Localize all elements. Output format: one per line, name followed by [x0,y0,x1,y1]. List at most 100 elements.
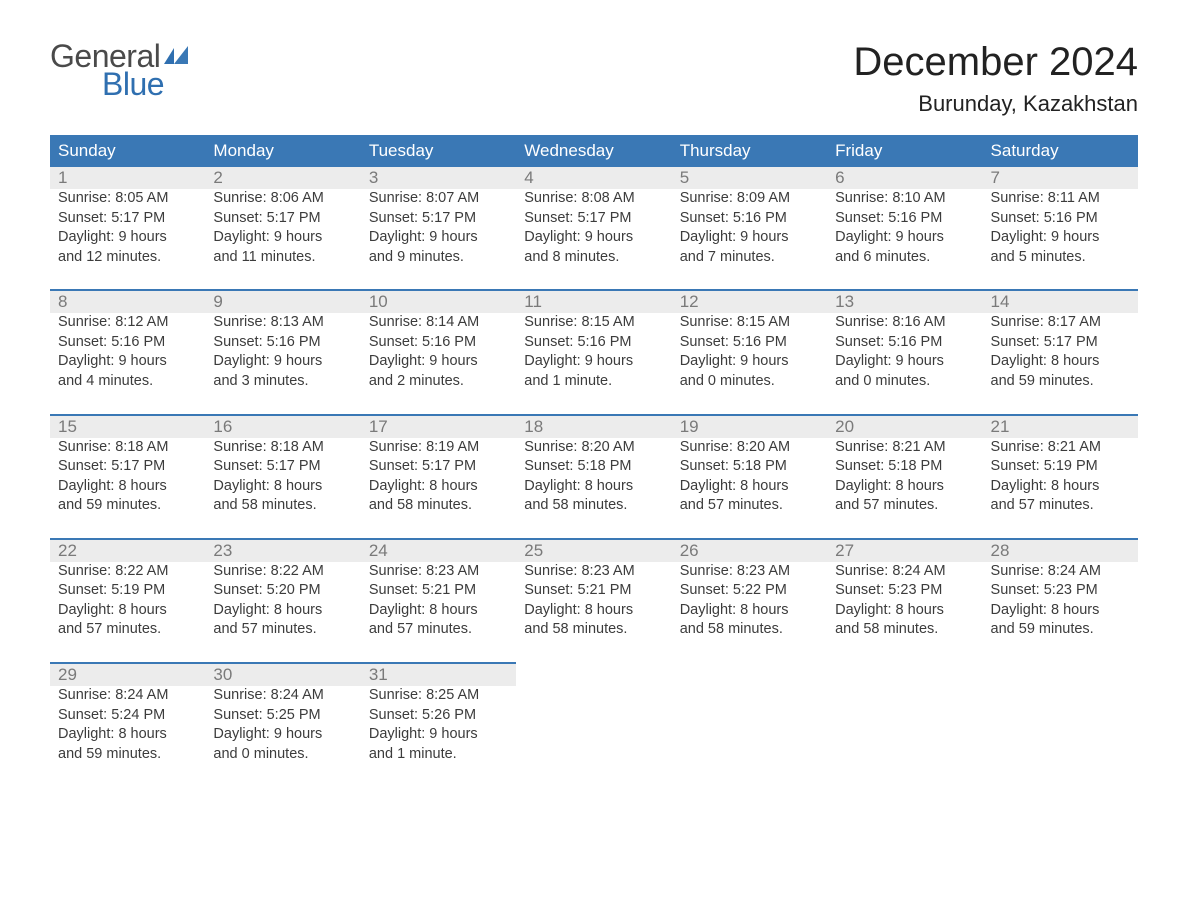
day-line-ss: Sunset: 5:23 PM [991,581,1130,601]
content-row: Sunrise: 8:05 AMSunset: 5:17 PMDaylight:… [50,189,1138,290]
day-cell: Sunrise: 8:24 AMSunset: 5:25 PMDaylight:… [205,686,360,786]
day-line-sr: Sunrise: 8:22 AM [213,562,352,582]
day-line-d1: Daylight: 8 hours [58,477,197,497]
day-line-d1: Daylight: 8 hours [680,477,819,497]
day-line-ss: Sunset: 5:20 PM [213,581,352,601]
day-line-ss: Sunset: 5:26 PM [369,706,508,726]
day-line-sr: Sunrise: 8:06 AM [213,189,352,209]
day-number: 8 [50,290,205,313]
day-line-d1: Daylight: 9 hours [369,352,508,372]
day-line-d1: Daylight: 8 hours [369,601,508,621]
day-cell: Sunrise: 8:21 AMSunset: 5:18 PMDaylight:… [827,438,982,539]
day-header: Wednesday [516,135,671,167]
day-line-d2: and 58 minutes. [524,620,663,640]
day-line-d1: Daylight: 8 hours [835,601,974,621]
day-line-d1: Daylight: 9 hours [58,352,197,372]
day-line-ss: Sunset: 5:16 PM [369,333,508,353]
day-line-d1: Daylight: 8 hours [835,477,974,497]
day-cell: Sunrise: 8:08 AMSunset: 5:17 PMDaylight:… [516,189,671,290]
day-line-sr: Sunrise: 8:16 AM [835,313,974,333]
day-line-d2: and 57 minutes. [369,620,508,640]
day-line-ss: Sunset: 5:16 PM [58,333,197,353]
day-line-d2: and 59 minutes. [58,496,197,516]
content-row: Sunrise: 8:22 AMSunset: 5:19 PMDaylight:… [50,562,1138,663]
day-line-sr: Sunrise: 8:20 AM [680,438,819,458]
day-line-d2: and 57 minutes. [213,620,352,640]
day-line-d1: Daylight: 9 hours [213,352,352,372]
empty-cell [516,663,671,686]
day-line-ss: Sunset: 5:24 PM [58,706,197,726]
day-line-d2: and 4 minutes. [58,372,197,392]
day-line-sr: Sunrise: 8:24 AM [58,686,197,706]
day-line-ss: Sunset: 5:21 PM [369,581,508,601]
empty-cell [827,686,982,786]
day-line-sr: Sunrise: 8:24 AM [991,562,1130,582]
day-cell: Sunrise: 8:14 AMSunset: 5:16 PMDaylight:… [361,313,516,414]
day-line-sr: Sunrise: 8:23 AM [680,562,819,582]
day-line-ss: Sunset: 5:17 PM [58,209,197,229]
day-number: 9 [205,290,360,313]
day-line-d2: and 9 minutes. [369,248,508,268]
day-number: 30 [205,663,360,686]
day-line-d1: Daylight: 8 hours [369,477,508,497]
day-number: 17 [361,415,516,438]
day-line-d2: and 11 minutes. [213,248,352,268]
day-line-sr: Sunrise: 8:17 AM [991,313,1130,333]
day-number: 22 [50,539,205,562]
day-line-d2: and 57 minutes. [991,496,1130,516]
day-line-sr: Sunrise: 8:20 AM [524,438,663,458]
day-line-ss: Sunset: 5:18 PM [835,457,974,477]
day-line-ss: Sunset: 5:17 PM [369,457,508,477]
day-line-sr: Sunrise: 8:11 AM [991,189,1130,209]
day-cell: Sunrise: 8:18 AMSunset: 5:17 PMDaylight:… [205,438,360,539]
day-number: 12 [672,290,827,313]
day-line-ss: Sunset: 5:17 PM [213,457,352,477]
day-line-sr: Sunrise: 8:12 AM [58,313,197,333]
day-line-sr: Sunrise: 8:18 AM [213,438,352,458]
day-line-sr: Sunrise: 8:24 AM [213,686,352,706]
day-number: 19 [672,415,827,438]
day-cell: Sunrise: 8:25 AMSunset: 5:26 PMDaylight:… [361,686,516,786]
day-number: 5 [672,167,827,189]
day-number: 31 [361,663,516,686]
calendar-table: Sunday Monday Tuesday Wednesday Thursday… [50,135,1138,786]
day-cell: Sunrise: 8:18 AMSunset: 5:17 PMDaylight:… [50,438,205,539]
day-header: Tuesday [361,135,516,167]
day-line-d2: and 59 minutes. [991,620,1130,640]
day-line-d1: Daylight: 8 hours [524,477,663,497]
day-header: Friday [827,135,982,167]
day-line-ss: Sunset: 5:17 PM [991,333,1130,353]
day-line-sr: Sunrise: 8:25 AM [369,686,508,706]
day-line-ss: Sunset: 5:16 PM [835,333,974,353]
day-cell: Sunrise: 8:22 AMSunset: 5:19 PMDaylight:… [50,562,205,663]
page-header: General Blue December 2024 Burunday, Kaz… [50,40,1138,117]
day-cell: Sunrise: 8:17 AMSunset: 5:17 PMDaylight:… [983,313,1138,414]
day-line-d1: Daylight: 9 hours [835,228,974,248]
day-line-d2: and 58 minutes. [213,496,352,516]
day-line-d1: Daylight: 9 hours [680,352,819,372]
day-cell: Sunrise: 8:23 AMSunset: 5:21 PMDaylight:… [516,562,671,663]
day-cell: Sunrise: 8:13 AMSunset: 5:16 PMDaylight:… [205,313,360,414]
day-line-d1: Daylight: 8 hours [991,477,1130,497]
empty-cell [983,663,1138,686]
day-number: 25 [516,539,671,562]
day-line-d2: and 6 minutes. [835,248,974,268]
day-number: 18 [516,415,671,438]
day-line-d2: and 8 minutes. [524,248,663,268]
day-line-ss: Sunset: 5:21 PM [524,581,663,601]
day-cell: Sunrise: 8:20 AMSunset: 5:18 PMDaylight:… [672,438,827,539]
day-number: 11 [516,290,671,313]
day-line-d2: and 59 minutes. [991,372,1130,392]
day-line-sr: Sunrise: 8:08 AM [524,189,663,209]
day-cell: Sunrise: 8:11 AMSunset: 5:16 PMDaylight:… [983,189,1138,290]
day-cell: Sunrise: 8:22 AMSunset: 5:20 PMDaylight:… [205,562,360,663]
day-line-d2: and 0 minutes. [213,745,352,765]
day-line-ss: Sunset: 5:18 PM [524,457,663,477]
day-line-d1: Daylight: 9 hours [213,725,352,745]
day-line-d2: and 5 minutes. [991,248,1130,268]
empty-cell [672,686,827,786]
empty-cell [983,686,1138,786]
location: Burunday, Kazakhstan [853,91,1138,117]
day-cell: Sunrise: 8:15 AMSunset: 5:16 PMDaylight:… [672,313,827,414]
day-number: 26 [672,539,827,562]
